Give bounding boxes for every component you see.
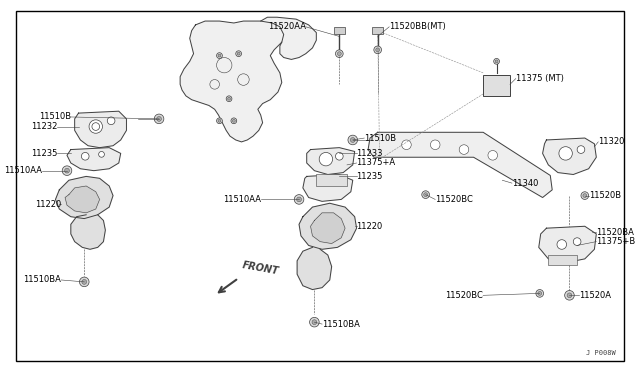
- Circle shape: [488, 151, 497, 160]
- FancyBboxPatch shape: [483, 75, 510, 96]
- Circle shape: [319, 153, 333, 166]
- Circle shape: [459, 145, 468, 154]
- Circle shape: [82, 279, 86, 284]
- Polygon shape: [297, 247, 332, 289]
- Circle shape: [216, 53, 222, 58]
- Polygon shape: [543, 138, 596, 174]
- Circle shape: [577, 146, 585, 153]
- Text: 11510AA: 11510AA: [223, 195, 260, 204]
- Circle shape: [236, 51, 241, 57]
- Circle shape: [92, 123, 100, 130]
- Circle shape: [559, 147, 572, 160]
- FancyBboxPatch shape: [548, 255, 577, 264]
- Circle shape: [422, 191, 429, 199]
- Polygon shape: [303, 174, 353, 201]
- Polygon shape: [65, 186, 100, 213]
- Polygon shape: [368, 132, 552, 198]
- Circle shape: [583, 194, 587, 198]
- Circle shape: [108, 117, 115, 125]
- Circle shape: [335, 50, 343, 58]
- Text: 11520AA: 11520AA: [268, 22, 306, 31]
- Circle shape: [312, 320, 317, 324]
- Circle shape: [350, 138, 355, 142]
- Polygon shape: [75, 111, 127, 148]
- Circle shape: [216, 118, 222, 124]
- Polygon shape: [71, 215, 106, 249]
- Circle shape: [536, 289, 543, 297]
- Circle shape: [337, 52, 341, 55]
- Polygon shape: [539, 226, 596, 263]
- Circle shape: [79, 277, 89, 287]
- Text: 11510BA: 11510BA: [322, 320, 360, 328]
- Circle shape: [218, 119, 221, 122]
- Circle shape: [226, 96, 232, 102]
- Text: 11220: 11220: [356, 222, 383, 231]
- Text: 11510BA: 11510BA: [24, 276, 61, 285]
- Text: 11520B: 11520B: [589, 191, 621, 200]
- Circle shape: [557, 240, 566, 249]
- Circle shape: [228, 97, 230, 100]
- Circle shape: [424, 193, 428, 196]
- Circle shape: [573, 238, 581, 246]
- Circle shape: [495, 60, 498, 63]
- Text: 11520BC: 11520BC: [435, 195, 473, 204]
- Circle shape: [231, 118, 237, 124]
- Circle shape: [89, 120, 102, 133]
- Text: 11375+A: 11375+A: [356, 158, 396, 167]
- Circle shape: [348, 135, 358, 145]
- Circle shape: [335, 153, 343, 160]
- Circle shape: [538, 292, 541, 295]
- Text: 11220: 11220: [35, 200, 61, 209]
- Text: 11375+B: 11375+B: [596, 237, 636, 246]
- Bar: [333, 27, 345, 35]
- Circle shape: [99, 151, 104, 157]
- Text: 11340: 11340: [512, 179, 538, 187]
- Circle shape: [376, 48, 380, 52]
- Circle shape: [297, 197, 301, 202]
- Text: J P008W: J P008W: [586, 350, 616, 356]
- Polygon shape: [56, 176, 113, 219]
- Circle shape: [81, 153, 89, 160]
- Text: 11232: 11232: [31, 122, 58, 131]
- Circle shape: [402, 140, 412, 150]
- Circle shape: [218, 54, 221, 57]
- Circle shape: [431, 140, 440, 150]
- Polygon shape: [299, 203, 356, 249]
- Circle shape: [581, 192, 589, 199]
- Text: 11235: 11235: [31, 149, 58, 158]
- Circle shape: [232, 119, 236, 122]
- Text: 11520BB(MT): 11520BB(MT): [389, 22, 446, 31]
- Text: 11320: 11320: [598, 137, 625, 147]
- Polygon shape: [260, 17, 316, 60]
- Text: 11520A: 11520A: [579, 291, 611, 300]
- Bar: [372, 27, 383, 35]
- Text: 11235: 11235: [356, 172, 383, 181]
- Circle shape: [567, 293, 572, 298]
- Text: 11520BC: 11520BC: [445, 291, 483, 300]
- Circle shape: [374, 46, 381, 54]
- Polygon shape: [67, 148, 121, 171]
- Circle shape: [294, 195, 304, 204]
- Circle shape: [237, 52, 240, 55]
- Text: FRONT: FRONT: [241, 260, 280, 276]
- Text: 11233: 11233: [356, 149, 383, 158]
- Polygon shape: [307, 148, 355, 174]
- Circle shape: [157, 116, 161, 121]
- Text: 11510B: 11510B: [38, 112, 71, 122]
- Text: 11510B: 11510B: [364, 134, 396, 142]
- Circle shape: [62, 166, 72, 176]
- Text: 11510AA: 11510AA: [4, 166, 42, 175]
- Circle shape: [154, 114, 164, 124]
- Circle shape: [65, 168, 69, 173]
- Circle shape: [493, 58, 499, 64]
- FancyBboxPatch shape: [316, 174, 347, 186]
- Text: 11520BA: 11520BA: [596, 228, 634, 237]
- Circle shape: [564, 291, 574, 300]
- Circle shape: [310, 317, 319, 327]
- Text: 11375 (MT): 11375 (MT): [516, 74, 564, 83]
- Polygon shape: [180, 21, 284, 142]
- Polygon shape: [310, 213, 345, 244]
